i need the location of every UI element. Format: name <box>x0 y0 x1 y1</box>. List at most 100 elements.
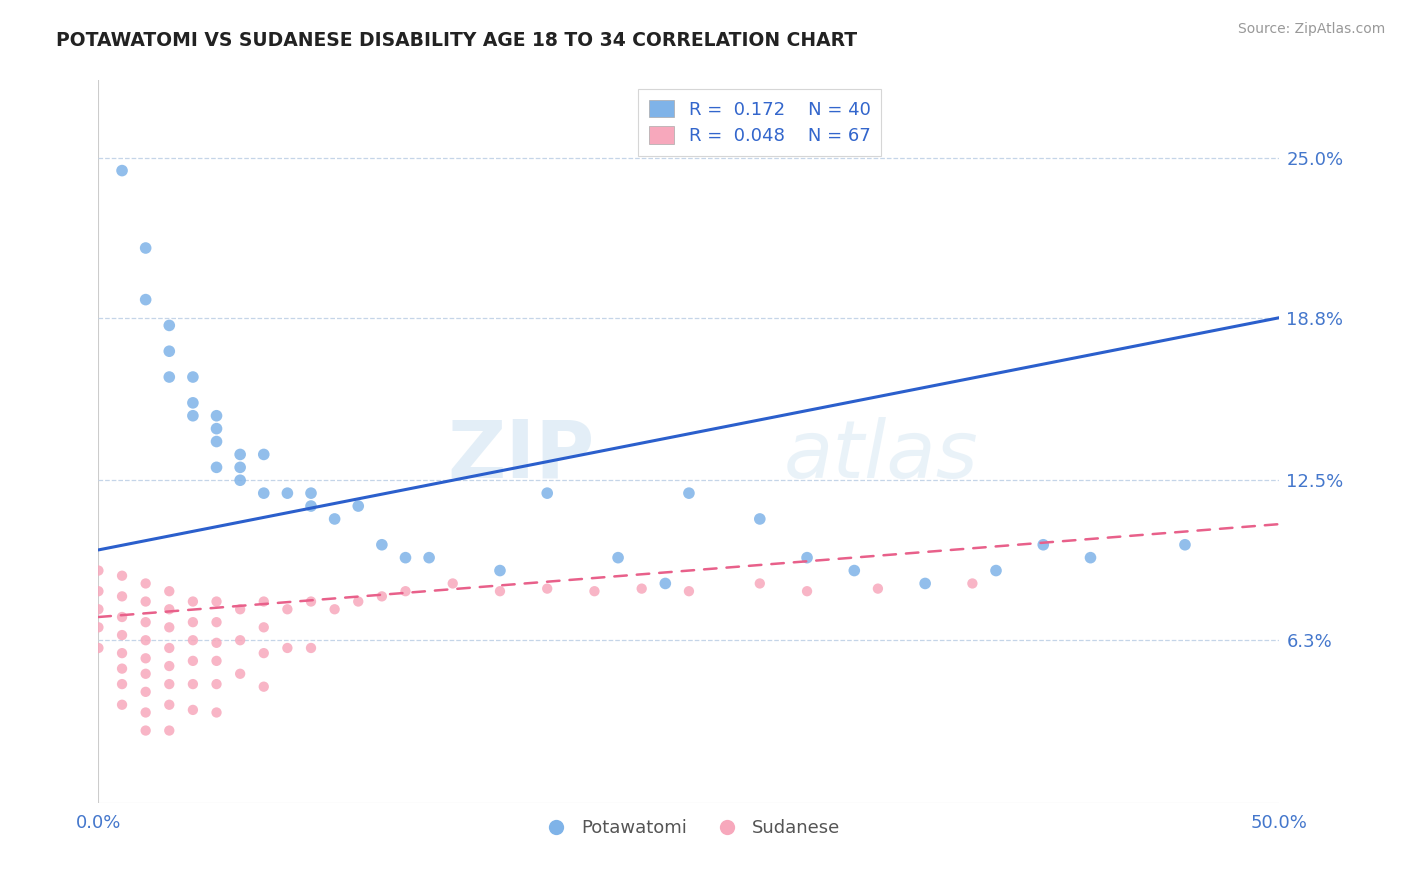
Point <box>678 486 700 500</box>
Point <box>181 677 204 691</box>
Point <box>87 602 110 616</box>
Point <box>181 615 204 630</box>
Point <box>157 659 180 673</box>
Point <box>536 582 558 596</box>
Point <box>914 576 936 591</box>
Point <box>157 640 180 655</box>
Point <box>253 447 276 461</box>
Point <box>229 447 252 461</box>
Point <box>253 594 276 608</box>
Point <box>157 344 180 359</box>
Point <box>181 654 204 668</box>
Point <box>87 620 110 634</box>
Point <box>299 486 322 500</box>
Point <box>748 512 770 526</box>
Text: ZIP: ZIP <box>447 417 595 495</box>
Point <box>347 594 370 608</box>
Point <box>1032 538 1054 552</box>
Point <box>135 651 157 665</box>
Point <box>253 646 276 660</box>
Point <box>276 640 298 655</box>
Point <box>583 584 606 599</box>
Point <box>135 685 157 699</box>
Point <box>135 576 157 591</box>
Point <box>205 594 228 608</box>
Point <box>630 582 652 596</box>
Point <box>253 620 276 634</box>
Point <box>253 680 276 694</box>
Point <box>157 318 180 333</box>
Point <box>157 602 180 616</box>
Point <box>111 590 134 604</box>
Point <box>796 550 818 565</box>
Point <box>371 538 394 552</box>
Point <box>135 706 157 720</box>
Point <box>489 584 512 599</box>
Text: Source: ZipAtlas.com: Source: ZipAtlas.com <box>1237 22 1385 37</box>
Point <box>205 654 228 668</box>
Point <box>229 666 252 681</box>
Point <box>135 293 157 307</box>
Point <box>299 640 322 655</box>
Point <box>489 564 512 578</box>
Point <box>135 615 157 630</box>
Point <box>157 370 180 384</box>
Point <box>157 677 180 691</box>
Point <box>111 677 134 691</box>
Point <box>984 564 1007 578</box>
Point <box>299 499 322 513</box>
Point <box>181 633 204 648</box>
Legend: Potawatomi, Sudanese: Potawatomi, Sudanese <box>530 812 848 845</box>
Point <box>678 584 700 599</box>
Point <box>135 633 157 648</box>
Point <box>205 460 228 475</box>
Point <box>205 434 228 449</box>
Point <box>111 698 134 712</box>
Point <box>157 620 180 634</box>
Point <box>229 460 252 475</box>
Point <box>181 703 204 717</box>
Point <box>253 486 276 500</box>
Point <box>1080 550 1102 565</box>
Point <box>323 602 346 616</box>
Point <box>111 163 134 178</box>
Point <box>299 594 322 608</box>
Text: atlas: atlas <box>783 417 979 495</box>
Point <box>205 422 228 436</box>
Point <box>157 723 180 738</box>
Point <box>205 615 228 630</box>
Point <box>135 723 157 738</box>
Point <box>205 706 228 720</box>
Point <box>1174 538 1197 552</box>
Point <box>748 576 770 591</box>
Point <box>276 486 298 500</box>
Point <box>135 594 157 608</box>
Point <box>394 550 416 565</box>
Point <box>111 610 134 624</box>
Point <box>866 582 889 596</box>
Point <box>181 396 204 410</box>
Point <box>536 486 558 500</box>
Point <box>229 633 252 648</box>
Point <box>962 576 984 591</box>
Point <box>229 473 252 487</box>
Point <box>157 584 180 599</box>
Point <box>796 584 818 599</box>
Point <box>87 564 110 578</box>
Point <box>441 576 464 591</box>
Point <box>205 636 228 650</box>
Point <box>205 409 228 423</box>
Point <box>347 499 370 513</box>
Text: POTAWATOMI VS SUDANESE DISABILITY AGE 18 TO 34 CORRELATION CHART: POTAWATOMI VS SUDANESE DISABILITY AGE 18… <box>56 31 858 50</box>
Point <box>323 512 346 526</box>
Point <box>181 370 204 384</box>
Point <box>157 698 180 712</box>
Point <box>607 550 630 565</box>
Point <box>418 550 440 565</box>
Point <box>276 602 298 616</box>
Point <box>181 409 204 423</box>
Point <box>394 584 416 599</box>
Point <box>844 564 866 578</box>
Point <box>87 584 110 599</box>
Point <box>371 590 394 604</box>
